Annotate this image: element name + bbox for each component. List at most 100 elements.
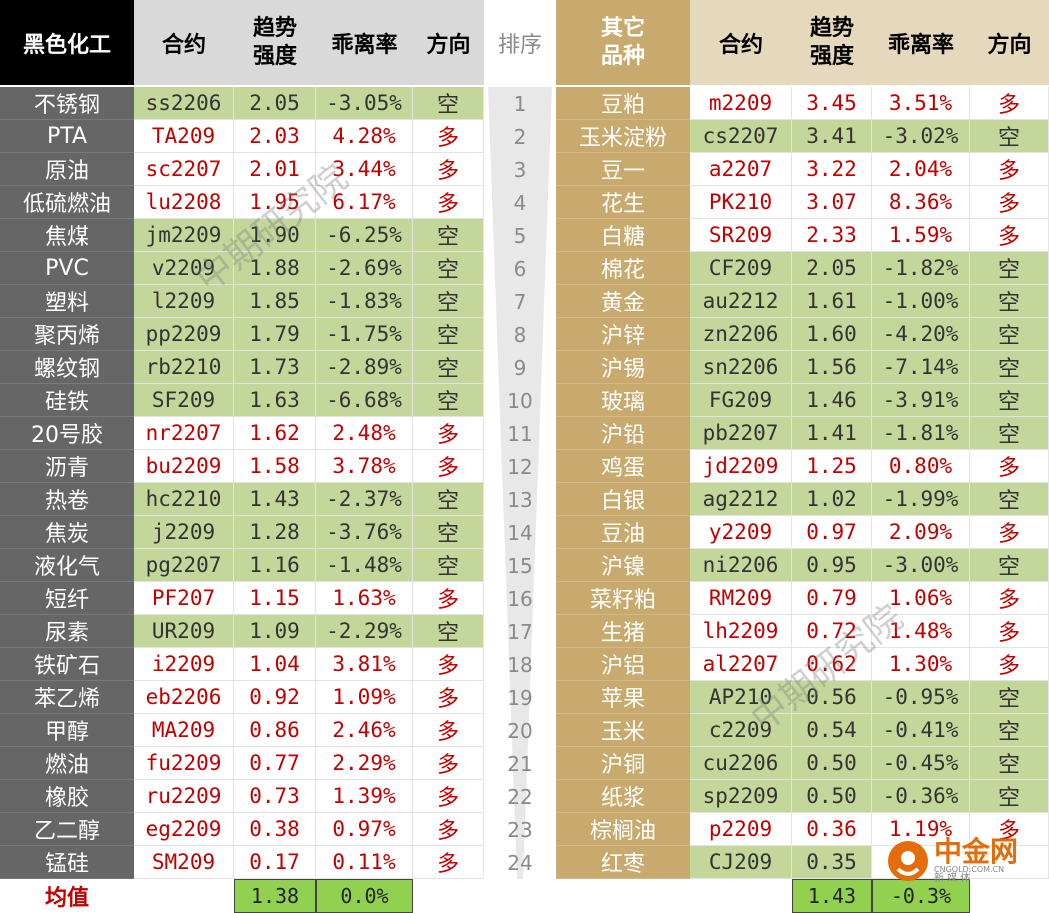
right-variety-name: 棕榈油: [556, 813, 690, 846]
left-direction: 空: [413, 516, 484, 549]
left-contract-code: bu2209: [134, 450, 234, 483]
rank-number: 16: [507, 586, 533, 611]
left-contract-code: PF207: [134, 582, 234, 615]
right-trend-strength: 1.25: [792, 450, 872, 483]
left-contract-code: lu2208: [134, 186, 234, 219]
right-trend-strength: 3.41: [792, 120, 872, 153]
left-trend-strength: 1.79: [234, 318, 316, 351]
right-deviation-rate: -1.99%: [872, 483, 970, 516]
rank-number: 14: [507, 520, 533, 545]
right-trend-strength: 3.22: [792, 153, 872, 186]
left-direction: 空: [413, 87, 484, 120]
right-deviation-rate: 8.36%: [872, 186, 970, 219]
right-contract-code: CJ209: [690, 846, 792, 879]
right-trend-strength: 2.05: [792, 252, 872, 285]
rank-number: 24: [507, 850, 533, 875]
right-trend-strength: 0.36: [792, 813, 872, 846]
left-variety-name: 苯乙烯: [0, 681, 134, 714]
right-direction: 多: [970, 450, 1049, 483]
right-deviation-rate: -0.36%: [872, 780, 970, 813]
left-deviation-rate: 3.44%: [316, 153, 413, 186]
right-contract-code: au2212: [690, 285, 792, 318]
header-category-line: 品种: [600, 43, 645, 69]
left-deviation-rate: 0.97%: [316, 813, 413, 846]
left-direction: 多: [413, 153, 484, 186]
header-deviation: 乖离率: [331, 32, 398, 58]
right-trend-strength: 3.45: [792, 87, 872, 120]
right-trend-strength: 3.07: [792, 186, 872, 219]
left-contract-code: eg2209: [134, 813, 234, 846]
left-direction: 多: [413, 780, 484, 813]
right-variety-name: 黄金: [556, 285, 690, 318]
left-direction: 空: [413, 615, 484, 648]
left-trend-strength: 0.86: [234, 714, 316, 747]
rank-number: 9: [513, 355, 527, 380]
logo-mark-icon: [888, 841, 928, 881]
left-deviation-rate: 2.29%: [316, 747, 413, 780]
right-variety-name: 沪镍: [556, 549, 690, 582]
left-trend-strength: 0.77: [234, 747, 316, 780]
right-direction: 空: [970, 351, 1049, 384]
right-direction: 空: [970, 417, 1049, 450]
left-deviation-rate: -3.76%: [316, 516, 413, 549]
right-variety-name: 豆油: [556, 516, 690, 549]
right-direction: 多: [970, 219, 1049, 252]
right-direction: 空: [970, 483, 1049, 516]
right-contract-code: sn2206: [690, 351, 792, 384]
right-trend-strength: 0.50: [792, 747, 872, 780]
left-contract-code: SM209: [134, 846, 234, 879]
left-deviation-rate: 3.81%: [316, 648, 413, 681]
header-direction: 方向: [426, 32, 471, 58]
right-deviation-rate: -1.82%: [872, 252, 970, 285]
right-variety-name: 菜籽粕: [556, 582, 690, 615]
right-trend-strength: 0.95: [792, 549, 872, 582]
left-trend-strength: 1.09: [234, 615, 316, 648]
left-deviation-rate: 6.17%: [316, 186, 413, 219]
right-direction: 空: [970, 681, 1049, 714]
rank-number: 11: [507, 421, 533, 446]
left-variety-name: 乙二醇: [0, 813, 134, 846]
right-trend-strength: 1.02: [792, 483, 872, 516]
left-contract-code: pg2207: [134, 549, 234, 582]
left-variety-name: 燃油: [0, 747, 134, 780]
rank-funnel-graphic: [488, 87, 552, 879]
left-variety-name: 液化气: [0, 549, 134, 582]
header-deviation-right: 乖离率: [872, 0, 970, 85]
left-direction: 多: [413, 417, 484, 450]
right-contract-code: ni2206: [690, 549, 792, 582]
left-trend-strength: 2.01: [234, 153, 316, 186]
left-variety-name: 锰硅: [0, 846, 134, 879]
left-deviation-rate: -6.25%: [316, 219, 413, 252]
right-variety-name: 生猪: [556, 615, 690, 648]
right-trend-strength: 0.72: [792, 615, 872, 648]
left-trend-strength: 2.03: [234, 120, 316, 153]
left-variety-name: 原油: [0, 153, 134, 186]
rank-number: 13: [507, 487, 533, 512]
left-variety-name: 橡胶: [0, 780, 134, 813]
right-deviation-rate: -4.20%: [872, 318, 970, 351]
right-deviation-rate: -0.95%: [872, 681, 970, 714]
header-right-category: 其它 品种: [556, 0, 690, 85]
right-direction: 空: [970, 120, 1049, 153]
left-trend-strength: 1.43: [234, 483, 316, 516]
logo-text: 中金网: [934, 835, 1019, 868]
header-strength-line: 趋势: [809, 15, 854, 41]
cngold-logo: 中金网 CNGOLD.COM.CN 新 媒 体: [886, 838, 1018, 884]
header-rank: 排序: [484, 0, 556, 85]
right-variety-name: 苹果: [556, 681, 690, 714]
right-variety-name: 豆一: [556, 153, 690, 186]
left-trend-strength: 1.88: [234, 252, 316, 285]
left-deviation-rate: -2.29%: [316, 615, 413, 648]
left-trend-strength: 1.15: [234, 582, 316, 615]
right-direction: 多: [970, 87, 1049, 120]
right-variety-name: 豆粕: [556, 87, 690, 120]
right-variety-name: 白银: [556, 483, 690, 516]
left-contract-code: i2209: [134, 648, 234, 681]
right-variety-name: 鸡蛋: [556, 450, 690, 483]
left-variety-name: PVC: [0, 252, 134, 285]
right-contract-code: RM209: [690, 582, 792, 615]
right-average-deviation: -0.3%: [872, 879, 970, 913]
header-strength-right: 趋势 强度: [792, 0, 872, 85]
rank-number: 19: [507, 685, 533, 710]
left-direction: 空: [413, 351, 484, 384]
